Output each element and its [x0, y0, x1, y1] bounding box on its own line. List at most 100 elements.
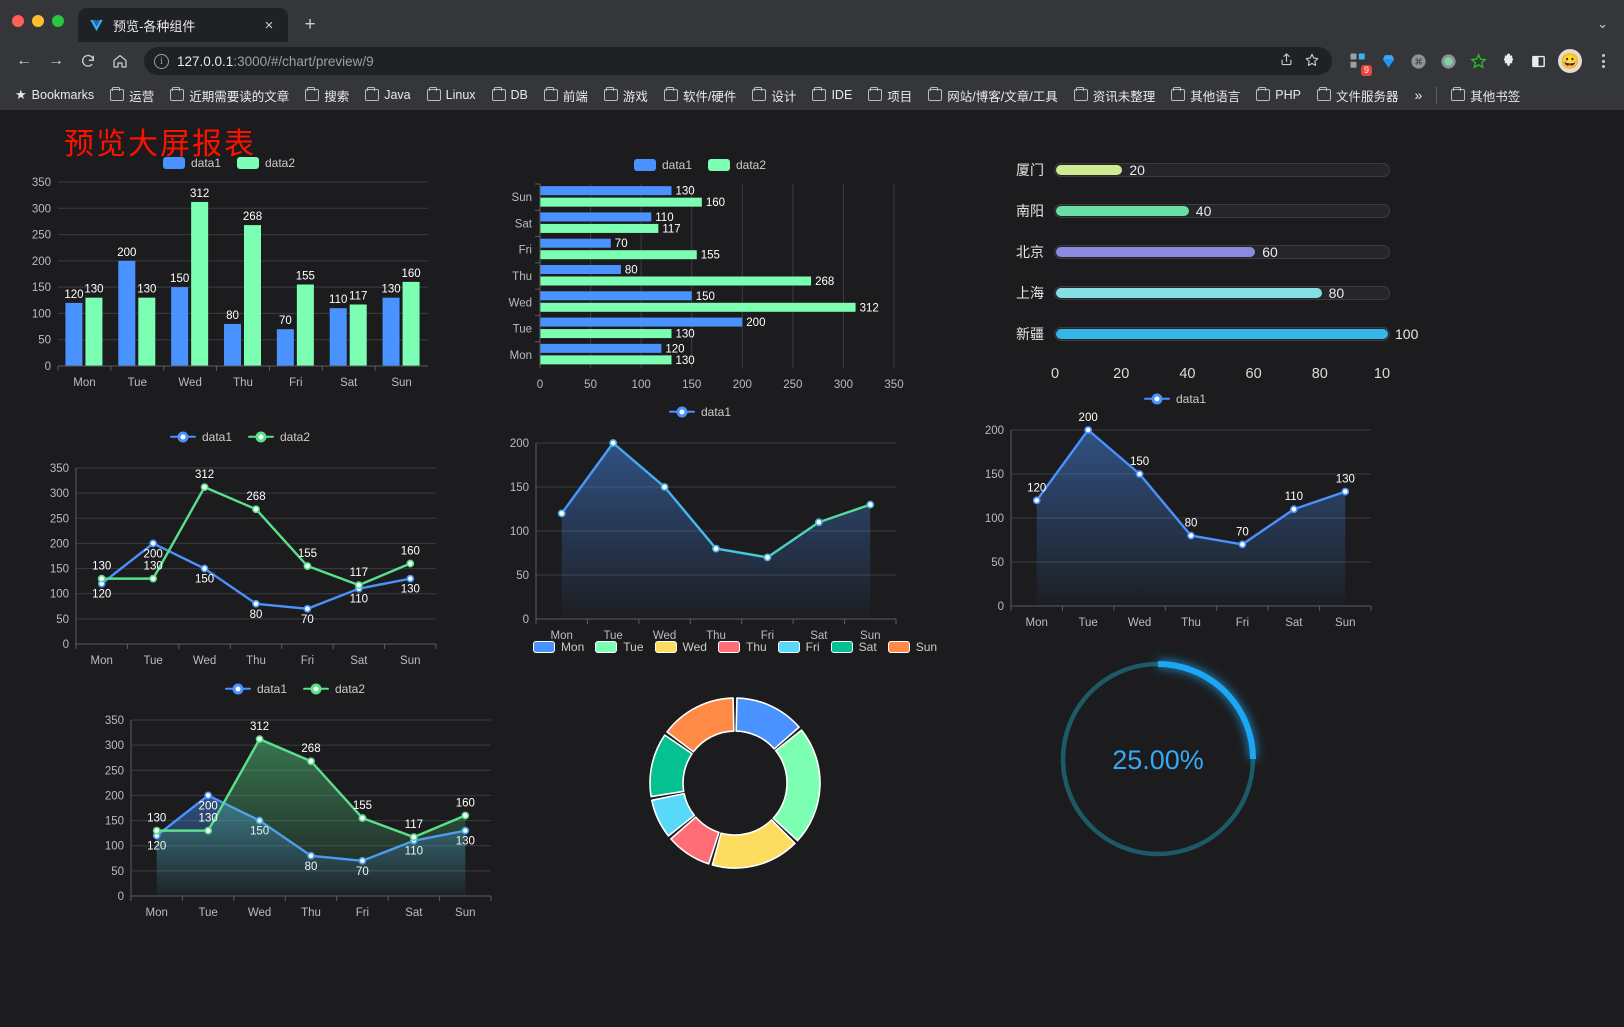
svg-text:Wed: Wed — [1128, 617, 1151, 629]
command-extension-icon[interactable]: ⌘ — [1408, 51, 1428, 71]
svg-text:200: 200 — [733, 379, 752, 391]
close-window-button[interactable] — [12, 15, 24, 27]
legend-item-data1[interactable]: data1 — [169, 430, 232, 444]
svg-text:120: 120 — [665, 343, 684, 355]
svg-text:120: 120 — [92, 589, 111, 601]
bookmark-item[interactable]: 前端 — [537, 83, 595, 108]
chevron-down-icon[interactable]: ⌄ — [1597, 16, 1608, 31]
donut-slice[interactable] — [649, 734, 693, 798]
share-icon[interactable] — [1279, 52, 1294, 70]
circle-extension-icon[interactable] — [1438, 51, 1458, 71]
bookmark-item[interactable]: IDE — [805, 85, 859, 105]
legend-item-sun[interactable]: Sun — [887, 640, 937, 654]
diamond-extension-icon[interactable] — [1378, 51, 1398, 71]
svg-text:130: 130 — [401, 584, 420, 596]
bookmark-label: 近期需要读的文章 — [189, 89, 290, 104]
browser-menu-icon[interactable] — [1592, 54, 1614, 68]
bookmark-item[interactable]: DB — [485, 85, 535, 105]
new-tab-button[interactable]: + — [304, 14, 316, 35]
bookmark-item[interactable]: 游戏 — [597, 83, 655, 108]
star-outline-extension-icon[interactable] — [1468, 51, 1488, 71]
svg-text:Fri: Fri — [519, 245, 532, 257]
progress-row: 北京 60 — [1000, 242, 1390, 262]
bookmark-item[interactable]: 设计 — [745, 83, 803, 108]
puzzle-extensions-icon[interactable] — [1498, 51, 1518, 71]
legend-item-tue[interactable]: Tue — [595, 640, 644, 654]
forward-button[interactable]: → — [48, 52, 64, 69]
close-tab-button[interactable]: × — [264, 16, 274, 34]
bookmark-item[interactable]: 文件服务器 — [1310, 83, 1406, 108]
bar — [540, 276, 812, 286]
bookmark-item[interactable]: ★ Bookmarks — [8, 84, 101, 106]
bookmark-item[interactable]: 资讯未整理 — [1067, 83, 1163, 108]
sidepanel-icon[interactable] — [1528, 51, 1548, 71]
legend-item-data2[interactable]: data2 — [237, 156, 295, 170]
avatar[interactable]: 😀 — [1558, 49, 1582, 73]
bookmark-item[interactable]: 软件/硬件 — [657, 83, 743, 108]
url-path: :3000/#/chart/preview/9 — [233, 53, 374, 69]
legend-item-data2[interactable]: data2 — [708, 158, 766, 172]
bookmarks-bar: ★ Bookmarks 运营 近期需要读的文章 搜索 Java Linux DB 前端 游戏 软件/… — [0, 80, 1624, 110]
home-icon[interactable] — [106, 47, 134, 75]
legend-line-marker — [668, 406, 695, 418]
reload-icon[interactable] — [74, 47, 102, 75]
progress-fill — [1056, 288, 1322, 298]
svg-text:160: 160 — [456, 798, 475, 810]
donut-slice[interactable] — [735, 697, 800, 750]
donut-slice[interactable] — [650, 792, 696, 837]
dual-area-chart-panel: data1 data2 0 50 100 150 200 250 300 350 Mon Tue W… — [85, 682, 505, 972]
minimize-window-button[interactable] — [32, 15, 44, 27]
svg-text:70: 70 — [615, 238, 628, 250]
legend-item-fri[interactable]: Fri — [777, 640, 820, 654]
area-fill — [156, 739, 466, 896]
svg-text:250: 250 — [783, 379, 802, 391]
bookmark-item[interactable]: 项目 — [861, 83, 919, 108]
browser-tab[interactable]: 预览-各种组件 × — [78, 8, 288, 42]
legend-item-data1[interactable]: data1 — [162, 156, 221, 170]
legend-swatch — [633, 159, 656, 171]
other-bookmarks-item[interactable]: 其他书签 — [1444, 83, 1527, 108]
bookmark-item[interactable]: Linux — [420, 85, 483, 105]
bookmark-item[interactable]: 搜索 — [298, 83, 356, 108]
grid-extension-icon[interactable]: 9 — [1348, 51, 1372, 76]
legend-item-thu[interactable]: Thu — [717, 640, 767, 654]
progress-value: 60 — [1262, 244, 1278, 260]
progress-label: 新疆 — [1016, 326, 1044, 342]
bookmark-item[interactable]: 运营 — [103, 83, 161, 108]
donut-slice[interactable] — [772, 729, 821, 842]
bookmark-label: 网站/博客/文章/工具 — [947, 89, 1058, 104]
legend-label: Wed — [682, 640, 707, 654]
legend-label: data2 — [736, 158, 767, 172]
svg-text:300: 300 — [834, 379, 853, 391]
bookmark-item[interactable]: 其他语言 — [1164, 83, 1247, 108]
maximize-window-button[interactable] — [52, 15, 64, 27]
legend-item-sat[interactable]: Sat — [830, 640, 877, 654]
legend-item-data1[interactable]: data1 — [668, 405, 731, 419]
back-button[interactable]: ← — [16, 52, 32, 69]
donut-slice[interactable] — [670, 816, 720, 865]
svg-text:60: 60 — [1246, 366, 1262, 382]
bookmark-item[interactable]: PHP — [1249, 85, 1308, 105]
donut-slice[interactable] — [711, 819, 796, 869]
bookmark-star-icon[interactable] — [1304, 52, 1320, 71]
bookmark-item[interactable]: 网站/博客/文章/工具 — [921, 83, 1064, 108]
legend-item-mon[interactable]: Mon — [532, 640, 584, 654]
donut-slice[interactable] — [666, 697, 735, 753]
legend-item-data1[interactable]: data1 — [633, 158, 692, 172]
legend-item-data1[interactable]: data1 — [1143, 392, 1206, 406]
legend-item-data2[interactable]: data2 — [248, 430, 310, 444]
legend-item-data1[interactable]: data1 — [224, 682, 287, 696]
bookmark-item[interactable]: 近期需要读的文章 — [163, 83, 296, 108]
data-point — [406, 574, 415, 583]
bar — [138, 297, 156, 366]
bar — [540, 223, 659, 233]
bookmarks-overflow-button[interactable]: » — [1414, 87, 1423, 103]
legend-item-wed[interactable]: Wed — [654, 640, 707, 654]
bookmark-item[interactable]: Java — [358, 85, 417, 105]
site-info-icon[interactable]: i — [154, 53, 169, 69]
svg-text:70: 70 — [279, 315, 292, 327]
svg-text:268: 268 — [243, 211, 262, 223]
legend-item-data2[interactable]: data2 — [303, 682, 365, 696]
address-bar[interactable]: i 127.0.0.1:3000/#/chart/preview/9 — [144, 47, 1332, 75]
